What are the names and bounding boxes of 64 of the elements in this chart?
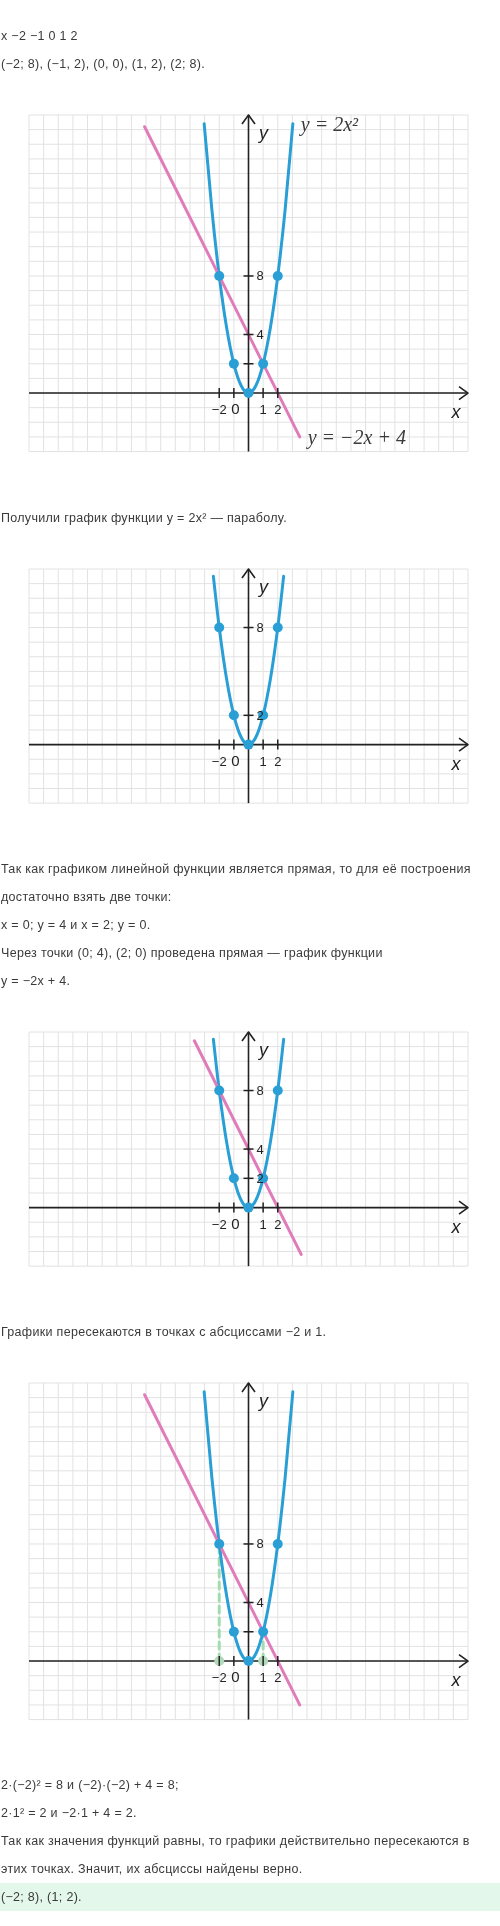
text: Получили график функции y = 2x² — параболу. xyxy=(0,509,288,527)
y-tick-label: 8 xyxy=(256,268,264,284)
annotation: 0 xyxy=(231,1214,240,1232)
x-tick-label: 2 xyxy=(274,1216,282,1232)
x-axis-title: x xyxy=(450,402,462,423)
x-tick-label: −2 xyxy=(211,1216,227,1232)
y-tick-label: 8 xyxy=(256,1082,264,1098)
point xyxy=(272,1538,283,1549)
y-tick-label: 8 xyxy=(256,619,264,635)
text: 2·1² = 2 и −2·1 + 4 = 2. xyxy=(0,1805,138,1823)
text: этих точках. Значит, их абсциссы найдены верно. xyxy=(0,1861,304,1879)
point xyxy=(258,1626,269,1637)
series-label: y = −2x + 4 xyxy=(305,425,406,449)
point xyxy=(228,358,239,369)
point xyxy=(214,1538,225,1549)
point xyxy=(243,1202,254,1213)
x-tick-label: 2 xyxy=(274,402,282,418)
y-tick-label: 4 xyxy=(256,1594,264,1610)
x-tick-label: 1 xyxy=(259,1669,267,1685)
text: Графики пересекаются в точках с абсциссами −2 и 1. xyxy=(0,1323,328,1341)
text: Так как графиком линейной функции является прямая, то для её построения xyxy=(0,860,472,878)
text: x −2 −1 0 1 2 xyxy=(0,28,79,45)
y-axis-title: y xyxy=(257,1390,269,1411)
text: Так как значения функций равны, то графики действительно пересекаются в xyxy=(0,1833,471,1851)
point xyxy=(228,1173,239,1184)
point xyxy=(228,1626,239,1637)
point xyxy=(272,1085,283,1096)
text: 2·(−2)² = 8 и (−2)·(−2) + 4 = 8; xyxy=(0,1777,180,1795)
y-axis-title: y xyxy=(257,123,269,143)
x-axis-title: x xyxy=(450,753,462,774)
text: достаточно взять две точки: xyxy=(0,888,173,906)
x-tick-label: −2 xyxy=(211,753,227,769)
point xyxy=(214,622,225,633)
y-tick-label: 4 xyxy=(256,327,264,342)
point xyxy=(214,1085,225,1096)
point xyxy=(272,270,283,281)
y-axis-title: y xyxy=(257,1039,269,1060)
x-tick-label: 1 xyxy=(259,1216,267,1232)
x-tick-label: 2 xyxy=(274,1669,282,1685)
annotation: 0 xyxy=(231,1667,240,1685)
point xyxy=(258,358,269,369)
x-tick-label: −2 xyxy=(211,402,227,418)
point xyxy=(243,1655,254,1666)
y-tick-label: 4 xyxy=(256,1141,264,1157)
series-label: y = 2x² xyxy=(298,112,360,136)
x-axis-title: x xyxy=(450,1216,462,1237)
y-axis-title: y xyxy=(257,576,269,597)
text: Через точки (0; 4), (2; 0) проведена прямая — график функции xyxy=(0,944,384,962)
point xyxy=(228,709,239,720)
x-tick-label: 1 xyxy=(259,753,267,769)
point xyxy=(243,388,254,399)
point xyxy=(272,622,283,633)
point xyxy=(243,739,254,750)
x-axis-title: x xyxy=(450,1669,462,1690)
y-tick-label: 8 xyxy=(256,1536,264,1552)
point xyxy=(214,270,225,281)
x-tick-label: −2 xyxy=(211,1669,227,1685)
text: (−2; 8), (−1, 2), (0, 0), (1, 2), (2; 8). xyxy=(0,56,207,73)
x-tick-label: 1 xyxy=(259,402,267,418)
text: y = −2x + 4. xyxy=(0,972,72,990)
text: x = 0; y = 4 и x = 2; y = 0. xyxy=(0,916,152,934)
text: (−2; 8), (1; 2). xyxy=(0,1883,500,1912)
annotation: 0 xyxy=(231,751,240,769)
x-tick-label: 2 xyxy=(274,753,282,769)
